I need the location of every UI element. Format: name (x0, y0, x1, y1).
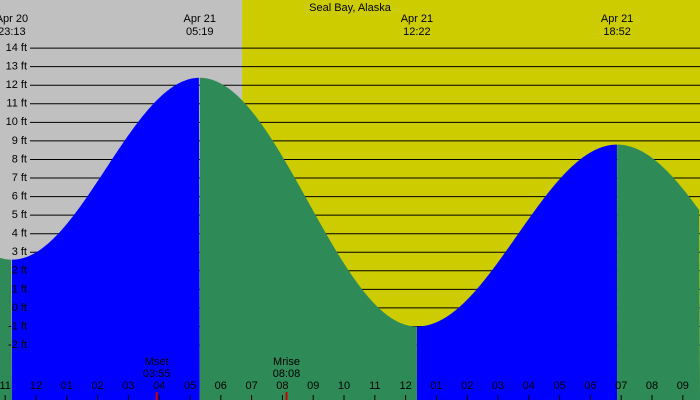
y-tick-label: 7 ft (12, 172, 27, 184)
y-tick-label: 0 ft (12, 302, 27, 314)
x-tick-label: 06 (584, 380, 596, 392)
x-tick-label: 02 (461, 380, 473, 392)
x-tick-label: 10 (338, 380, 350, 392)
falling-tide (0, 257, 12, 400)
falling-tide (199, 77, 417, 400)
rising-tide (416, 144, 618, 400)
y-tick-label: 14 ft (6, 42, 27, 54)
y-tick-label: 13 ft (6, 61, 27, 73)
x-tick-label: 12 (399, 380, 411, 392)
x-tick-label: 07 (245, 380, 257, 392)
extreme-time: 18:52 (603, 26, 631, 38)
y-tick-label: 10 ft (6, 116, 27, 128)
x-tick-label: 05 (184, 380, 196, 392)
extreme-time: 05:19 (186, 26, 214, 38)
extreme-date: Apr 21 (184, 13, 216, 25)
x-tick-label: 04 (153, 380, 165, 392)
x-tick-label: 11 (369, 380, 380, 392)
moon-time: 03:55 (143, 368, 171, 380)
moon-time: 08:08 (273, 368, 301, 380)
y-tick-label: 11 ft (6, 98, 27, 110)
extreme-time: 12:22 (403, 26, 431, 38)
x-tick-label: 02 (91, 380, 103, 392)
extreme-time: 23:13 (0, 26, 26, 38)
y-tick-label: 6 ft (12, 190, 27, 202)
falling-tide (617, 144, 700, 400)
x-tick-label: 01 (61, 380, 73, 392)
extreme-date: Apr 21 (601, 13, 633, 25)
x-tick-label: 01 (430, 380, 442, 392)
rising-tide (11, 77, 200, 400)
y-tick-label: 9 ft (12, 135, 27, 147)
y-tick-label: 1 ft (12, 283, 27, 295)
x-tick-label: 03 (122, 380, 134, 392)
moon-label: Mset (145, 356, 169, 368)
x-tick-label: 07 (615, 380, 627, 392)
y-tick-label: 5 ft (12, 209, 27, 221)
x-tick-label: 03 (492, 380, 504, 392)
y-tick-label: 12 ft (6, 79, 27, 91)
x-tick-label: 08 (276, 380, 288, 392)
chart-title: Seal Bay, Alaska (309, 2, 392, 14)
x-tick-label: 06 (215, 380, 227, 392)
y-tick-label: -1 ft (8, 320, 27, 332)
x-tick-label: 12 (30, 380, 42, 392)
x-tick-label: 11 (0, 380, 11, 392)
y-tick-label: 4 ft (12, 228, 27, 240)
x-tick-label: 08 (646, 380, 658, 392)
y-tick-label: 8 ft (12, 153, 27, 165)
y-tick-label: -2 ft (8, 339, 27, 351)
y-tick-label: 2 ft (12, 265, 27, 277)
x-tick-label: 09 (677, 380, 689, 392)
x-tick-label: 04 (523, 380, 535, 392)
x-tick-label: 09 (307, 380, 319, 392)
extreme-date: Apr 20 (0, 13, 28, 25)
x-tick-label: 05 (553, 380, 565, 392)
moon-label: Mrise (273, 356, 300, 368)
y-tick-label: 3 ft (12, 246, 27, 258)
extreme-date: Apr 21 (401, 13, 433, 25)
